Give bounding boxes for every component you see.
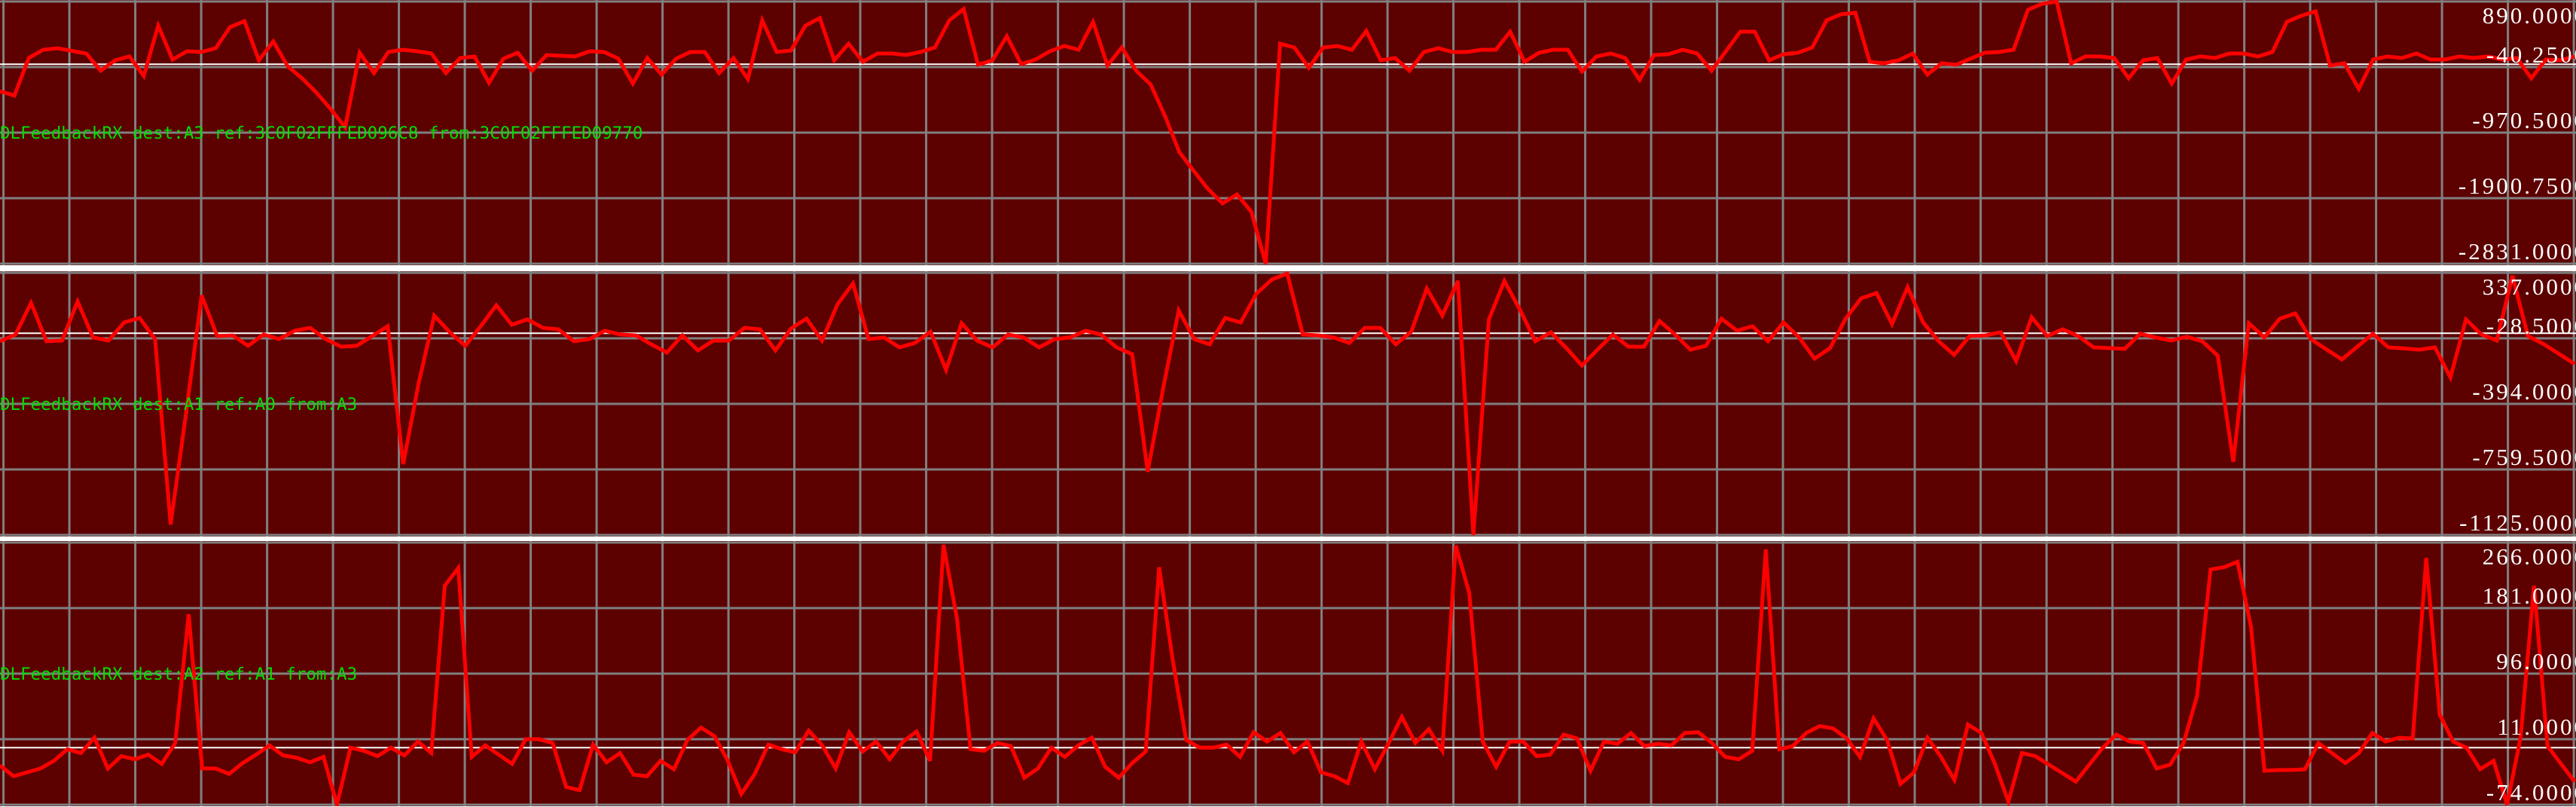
- chart-svg: [0, 541, 2576, 806]
- y-tick-label: -28.5000: [2486, 313, 2576, 339]
- y-tick-label: -759.5000: [2472, 444, 2576, 470]
- y-tick-label: 890.0000: [2482, 2, 2576, 29]
- y-tick-label: -74.0000: [2486, 779, 2576, 805]
- chart-panel-2: DLFeedbackRX dest:A1 ref:A0 from:A3 337.…: [0, 271, 2576, 536]
- y-tick-label: 96.0000: [2496, 648, 2576, 674]
- y-tick-label: -394.0000: [2472, 378, 2576, 405]
- y-tick-label: -40.2500: [2486, 41, 2576, 68]
- y-tick-label: -1125.0000: [2459, 509, 2576, 536]
- y-tick-label: -970.5000: [2472, 107, 2576, 133]
- series-line: [0, 544, 2576, 806]
- chart-svg: [0, 0, 2576, 265]
- chart-svg: [0, 271, 2576, 536]
- y-tick-label: 181.0000: [2482, 582, 2576, 609]
- chart-panel-1: DLFeedbackRX dest:A3 ref:3C0F02FFFED096C…: [0, 0, 2576, 265]
- series-label: DLFeedbackRX dest:A1 ref:A0 from:A3: [0, 395, 358, 414]
- series-line: [0, 0, 2575, 264]
- chart-panel-3: DLFeedbackRX dest:A2 ref:A1 from:A3 266.…: [0, 541, 2576, 806]
- series-label: DLFeedbackRX dest:A3 ref:3C0F02FFFED096C…: [0, 124, 643, 143]
- series-line: [0, 271, 2576, 536]
- y-tick-label: -2831.0000: [2458, 238, 2576, 264]
- y-tick-label: 11.0000: [2497, 714, 2576, 740]
- y-tick-label: 266.0000: [2482, 543, 2576, 570]
- series-label: DLFeedbackRX dest:A2 ref:A1 from:A3: [0, 665, 358, 684]
- y-tick-label: 337.0000: [2482, 274, 2576, 300]
- y-tick-label: -1900.7500: [2458, 173, 2576, 199]
